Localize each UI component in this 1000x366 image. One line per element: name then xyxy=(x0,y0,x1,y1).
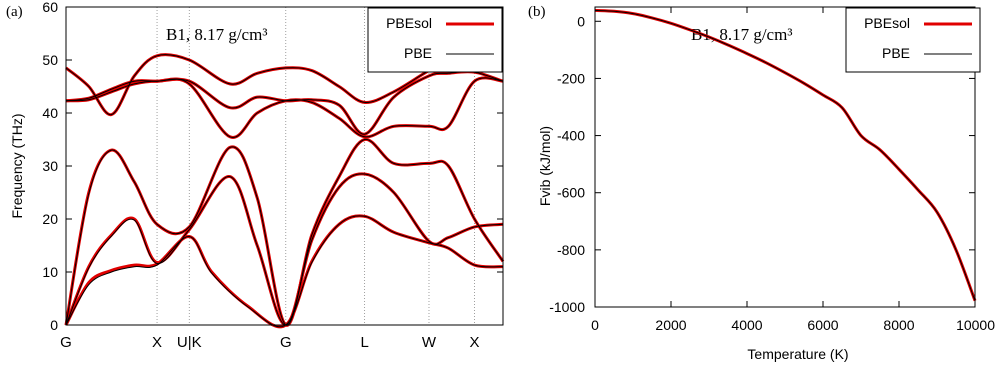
panel-a-legend-box xyxy=(367,7,503,73)
panel-a-band-pbesol-2 xyxy=(64,137,505,327)
panel-a-xtick-label: W xyxy=(422,334,437,351)
panel-a-xtick-label: U|K xyxy=(177,334,202,351)
panel-a-ylabel: Frequency (THz) xyxy=(9,113,25,218)
panel-a-band-pbe-2 xyxy=(65,138,504,326)
panel-b-ytick-label: 0 xyxy=(577,13,585,29)
panel-a-band-pbe-3 xyxy=(65,77,504,138)
panel-b-legend-pbesol: PBEsol xyxy=(864,15,910,31)
panel-a-legend: PBEsol PBE xyxy=(367,7,503,73)
panel-a-series xyxy=(64,53,505,329)
panel-a-yticks: 0 10 20 30 40 50 60 xyxy=(42,0,503,333)
panel-a-gridlines xyxy=(156,7,475,325)
panel-b-line-pbe xyxy=(594,9,976,301)
panel-b-legend-pbe: PBE xyxy=(882,45,910,61)
panel-b-xtick-label: 10000 xyxy=(956,317,995,333)
panel-a-xticks: G X U|K G L W X xyxy=(60,334,479,351)
panel-b-xtick-label: 6000 xyxy=(807,317,838,333)
panel-a-band-pbe-4 xyxy=(65,71,504,135)
panel-b-xtick-label: 4000 xyxy=(731,317,762,333)
panel-b-xticks: 0 2000 4000 6000 8000 10000 xyxy=(591,7,995,333)
panel-a-title: B1, 8.17 g/cm³ xyxy=(166,25,267,44)
panel-b-xtick-label: 0 xyxy=(591,317,599,333)
panel-b-legend-box xyxy=(845,7,981,73)
panel-b-ytick-label: -1000 xyxy=(549,299,585,315)
panel-a-band-pbe-0 xyxy=(65,215,504,328)
panel-b-legend: PBEsol PBE xyxy=(845,7,981,73)
panel-a-ytick-label: 40 xyxy=(42,105,58,121)
panel-a-xtick-label: G xyxy=(60,334,72,351)
panel-a-legend-pbe: PBE xyxy=(404,45,432,61)
panel-b-ytick-label: -200 xyxy=(557,70,585,86)
panel-b-xlabel: Temperature (K) xyxy=(747,346,848,362)
panel-b-frame xyxy=(594,6,976,308)
panel-b-label: (b) xyxy=(528,4,546,20)
panel-a-ytick-label: 50 xyxy=(42,52,58,68)
panel-a-xtick-label: G xyxy=(280,334,292,351)
panel-a-ytick-label: 0 xyxy=(50,317,58,333)
panel-b-yticks: 0 -200 -400 -600 -800 -1000 xyxy=(549,13,975,315)
panel-b-series xyxy=(594,8,977,302)
panel-b-ytick-label: -400 xyxy=(557,128,585,144)
panel-a-ytick-label: 10 xyxy=(42,264,58,280)
panel-b-xtick-label: 2000 xyxy=(655,317,686,333)
panel-a-phonon-dispersion: (a) B1, 8.17 g/cm³ Frequency (THz) 0 10 20… xyxy=(6,0,505,351)
panel-a-xtick-label: X xyxy=(152,334,162,351)
panel-b-ylabel: Fvib (kJ/mol) xyxy=(537,126,553,206)
panel-b-free-energy: (b) B1, 8.17 g/cm³ Fvib (kJ/mol) Tempera… xyxy=(528,4,995,362)
panel-b-xtick-label: 8000 xyxy=(883,317,914,333)
panel-a-xtick-label: L xyxy=(360,334,368,351)
panel-a-band-pbe-1 xyxy=(65,173,504,326)
panel-a-band-pbesol-0 xyxy=(64,214,504,329)
panel-a-ytick-label: 30 xyxy=(42,158,58,174)
panel-b-axes-box xyxy=(594,6,976,308)
panel-a-ytick-label: 20 xyxy=(42,211,58,227)
panel-a-xtick-label: X xyxy=(469,334,479,351)
panel-a-band-pbesol-1 xyxy=(64,172,504,327)
panel-a-legend-pbesol: PBEsol xyxy=(386,15,432,31)
panel-b-ytick-label: -600 xyxy=(557,185,585,201)
panel-a-label: (a) xyxy=(6,4,23,20)
panel-b-ytick-label: -800 xyxy=(557,242,585,258)
panel-a-ytick-label: 60 xyxy=(42,0,58,15)
